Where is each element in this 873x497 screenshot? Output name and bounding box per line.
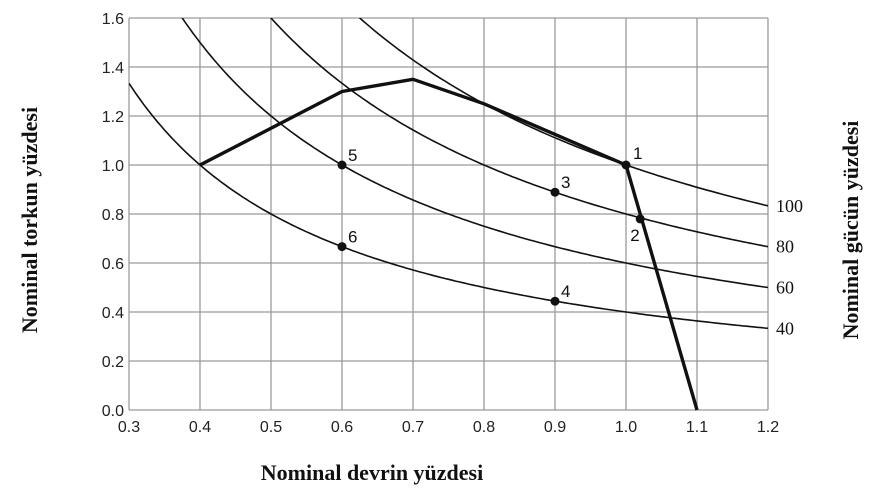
y-tick-label: 0.6 xyxy=(102,256,124,273)
point-2 xyxy=(635,214,645,224)
y-tick-label: 1.2 xyxy=(102,109,124,126)
point-1 xyxy=(621,160,631,170)
y-tick-label: 1.4 xyxy=(102,60,124,77)
power-label-40: 40 xyxy=(776,318,794,338)
power-label-80: 80 xyxy=(776,237,794,257)
power-curve-60 xyxy=(181,18,768,289)
x-tick-label: 1.1 xyxy=(686,419,708,436)
power-curve-80 xyxy=(269,18,768,248)
x-tick-label: 0.8 xyxy=(473,419,495,436)
power-curve-100 xyxy=(358,18,768,207)
x-tick-label: 0.4 xyxy=(189,419,211,436)
power-labels: 100 80 60 40 xyxy=(776,196,803,339)
torque-curve xyxy=(199,77,699,411)
point-6 xyxy=(337,242,347,252)
power-curves xyxy=(129,18,768,330)
power-label-100: 100 xyxy=(776,196,803,216)
point-label-2: 2 xyxy=(630,226,639,245)
x-tick-label: 1.0 xyxy=(615,419,637,436)
torque-curve-line xyxy=(199,77,699,411)
x-axis-label: Nominal devrin yüzdesi xyxy=(261,460,483,485)
y-tick-label: 1.6 xyxy=(102,11,124,28)
operating-points: 1 2 3 4 5 6 xyxy=(337,144,645,306)
point-4 xyxy=(550,296,560,306)
x-tick-label: 1.2 xyxy=(757,419,779,436)
point-label-5: 5 xyxy=(348,146,357,165)
point-5 xyxy=(337,160,347,170)
power-label-60: 60 xyxy=(776,278,794,298)
y-tick-label: 0.4 xyxy=(102,305,124,322)
x-tick-label: 0.3 xyxy=(118,419,140,436)
tick-labels: 0.3 0.4 0.5 0.6 0.7 0.8 0.9 1.0 1.1 1.2 0.0 0.2 0.4 0… xyxy=(102,11,779,436)
grid xyxy=(128,17,769,411)
y-tick-label: 0.0 xyxy=(102,403,124,420)
x-tick-label: 0.7 xyxy=(402,419,424,436)
y-tick-label: 1.0 xyxy=(102,158,124,175)
point-label-4: 4 xyxy=(561,282,570,301)
x-tick-label: 0.6 xyxy=(331,419,353,436)
x-tick-label: 0.5 xyxy=(260,419,282,436)
y-tick-label: 0.8 xyxy=(102,207,124,224)
y-axis-right-label: Nominal gücün yüzdesi xyxy=(838,121,863,340)
x-tick-label: 0.9 xyxy=(544,419,566,436)
point-label-3: 3 xyxy=(561,173,570,192)
point-label-6: 6 xyxy=(348,228,357,247)
y-axis-label: Nominal torkun yüzdesi xyxy=(17,107,42,333)
point-3 xyxy=(550,187,560,197)
point-label-1: 1 xyxy=(633,144,642,163)
power-curve-40 xyxy=(129,82,768,330)
y-tick-label: 0.2 xyxy=(102,354,124,371)
